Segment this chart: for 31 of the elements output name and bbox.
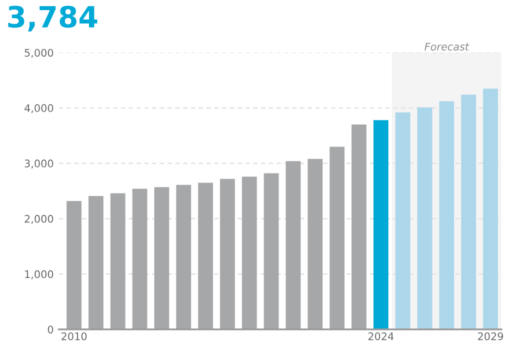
- bar: [198, 182, 214, 330]
- bar: [308, 158, 323, 330]
- bar: [176, 184, 192, 330]
- bar: [373, 120, 388, 330]
- bar: [88, 196, 104, 330]
- text: Forecast: [424, 42, 470, 51]
- bar: [154, 187, 170, 330]
- bar: [286, 161, 301, 330]
- x-tick-label: 2029: [478, 332, 504, 340]
- y-tick-label: 0: [48, 326, 54, 334]
- chart-title: 3,784: [8, 6, 98, 32]
- bar: [461, 94, 476, 330]
- bar: [110, 193, 126, 330]
- bar: [242, 176, 257, 330]
- bar: [330, 146, 345, 330]
- bar: [439, 101, 454, 330]
- bar: [132, 188, 148, 330]
- y-tick-label: 4,000: [24, 104, 54, 114]
- bar: [417, 107, 432, 330]
- bar: [395, 112, 410, 330]
- bar: [483, 88, 498, 330]
- y-tick-label: 3,000: [24, 160, 54, 168]
- bar: [220, 178, 235, 330]
- x-tick-label: 2024: [368, 332, 394, 340]
- bar: [66, 200, 82, 330]
- bar: [352, 124, 366, 330]
- y-tick-label: 5,000: [24, 48, 54, 58]
- y-tick-label: 1,000: [25, 270, 54, 280]
- x-tick-label: 2010: [62, 332, 87, 340]
- y-tick-label: 2,000: [24, 214, 54, 224]
- bar: [264, 173, 279, 330]
